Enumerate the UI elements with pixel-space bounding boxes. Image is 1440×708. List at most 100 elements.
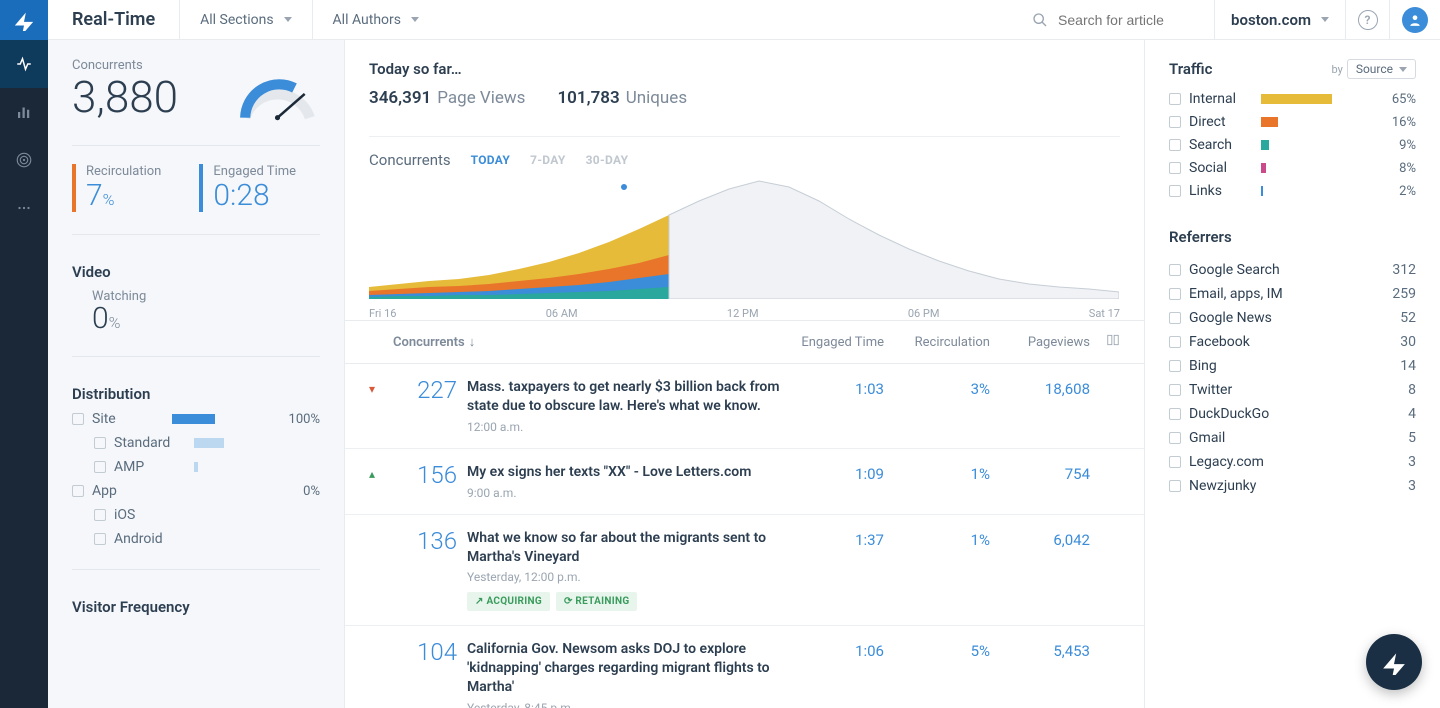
referrer-label: Email, apps, IM	[1189, 286, 1384, 302]
article-time: Yesterday, 12:00 p.m.	[467, 570, 780, 584]
traffic-pct: 65%	[1378, 92, 1416, 107]
checkbox[interactable]	[1169, 264, 1181, 276]
nav-analytics[interactable]	[0, 88, 48, 136]
article-tag: ⟳ RETAINING	[556, 592, 637, 611]
concurrents-value: 3,880	[72, 75, 178, 119]
col-pageviews[interactable]: Pageviews	[990, 335, 1090, 350]
nav-target[interactable]	[0, 136, 48, 184]
checkbox[interactable]	[94, 509, 106, 521]
traffic-pct: 2%	[1378, 184, 1416, 199]
chart-tab-today[interactable]: TODAY	[471, 153, 510, 167]
article-row[interactable]: 136 What we know so far about the migran…	[345, 515, 1144, 627]
nav-realtime[interactable]	[0, 40, 48, 88]
expand-icon[interactable]: ▴	[369, 463, 393, 481]
referrer-row: Gmail 5	[1169, 430, 1416, 446]
checkbox[interactable]	[94, 533, 106, 545]
checkbox[interactable]	[1169, 312, 1181, 324]
traffic-pct: 8%	[1378, 161, 1416, 176]
chevron-down-icon	[411, 17, 419, 22]
col-concurrents[interactable]: Concurrents↓	[393, 334, 467, 350]
referrer-label: Legacy.com	[1189, 454, 1400, 470]
expand-icon[interactable]: ▾	[369, 378, 393, 396]
checkbox[interactable]	[94, 437, 106, 449]
col-recirculation[interactable]: Recirculation	[884, 335, 990, 350]
distribution-label: App	[92, 483, 164, 499]
article-row[interactable]: 104 California Gov. Newsom asks DOJ to e…	[345, 626, 1144, 708]
chart-label: Concurrents	[369, 151, 451, 169]
chevron-down-icon	[1321, 17, 1329, 22]
logo[interactable]	[0, 0, 48, 40]
checkbox[interactable]	[1169, 480, 1181, 492]
chart-tab-30day[interactable]: 30-DAY	[586, 153, 629, 167]
checkbox[interactable]	[1169, 336, 1181, 348]
traffic-bar	[1261, 94, 1332, 104]
checkbox[interactable]	[1169, 384, 1181, 396]
chevron-down-icon	[1399, 67, 1407, 72]
traffic-source-select[interactable]: Source	[1347, 59, 1416, 79]
person-icon	[1408, 13, 1422, 27]
distribution-pct: 0%	[276, 484, 320, 499]
referrer-row: Bing 14	[1169, 358, 1416, 374]
nav-more[interactable]	[0, 184, 48, 232]
article-row[interactable]: ▾ 227 Mass. taxpayers to get nearly $3 b…	[345, 364, 1144, 449]
referrer-row: Newzjunky 3	[1169, 478, 1416, 494]
target-icon	[15, 151, 33, 169]
columns-icon	[1106, 333, 1120, 347]
article-concurrents: 136	[393, 529, 467, 553]
referrer-value: 8	[1408, 382, 1416, 398]
search-area[interactable]	[1032, 12, 1214, 28]
referrer-row: Facebook 30	[1169, 334, 1416, 350]
referrer-value: 14	[1400, 358, 1416, 374]
right-panel: Traffic by Source Internal 65% Direct 16…	[1144, 40, 1440, 708]
checkbox[interactable]	[1169, 432, 1181, 444]
checkbox[interactable]	[72, 413, 84, 425]
referrer-value: 52	[1400, 310, 1416, 326]
more-icon	[15, 199, 33, 217]
search-input[interactable]	[1058, 12, 1198, 28]
columns-toggle[interactable]	[1090, 333, 1120, 351]
authors-dropdown[interactable]: All Authors	[312, 0, 439, 40]
center-panel: Today so far… 346,391Page Views 101,783U…	[344, 40, 1144, 708]
org-dropdown[interactable]: boston.com	[1214, 0, 1346, 40]
distribution-row: AMP	[94, 459, 320, 475]
traffic-row: Social 8%	[1169, 160, 1416, 176]
traffic-row: Links 2%	[1169, 183, 1416, 199]
expand-icon[interactable]	[369, 640, 393, 644]
distribution-bar	[172, 414, 215, 424]
distribution-row: Site 100%	[72, 411, 320, 427]
traffic-label: Links	[1189, 183, 1253, 199]
article-pageviews: 18,608	[990, 378, 1090, 398]
checkbox[interactable]	[1169, 360, 1181, 372]
checkbox[interactable]	[1169, 185, 1181, 197]
today-title: Today so far…	[369, 60, 1120, 78]
chart-tab-7day[interactable]: 7-DAY	[530, 153, 566, 167]
chart-axis-label: Sat 17	[1089, 307, 1120, 320]
referrer-value: 30	[1400, 334, 1416, 350]
checkbox[interactable]	[1169, 93, 1181, 105]
traffic-label: Internal	[1189, 91, 1253, 107]
checkbox[interactable]	[1169, 162, 1181, 174]
distribution-label: Standard	[114, 435, 186, 451]
checkbox[interactable]	[72, 485, 84, 497]
page-views-value: 346,391	[369, 88, 431, 108]
checkbox[interactable]	[1169, 408, 1181, 420]
user-avatar[interactable]	[1402, 7, 1428, 33]
recirculation-value: 7%	[86, 179, 161, 212]
visitor-frequency-title: Visitor Frequency	[72, 598, 320, 616]
help-button[interactable]: ?	[1346, 0, 1390, 40]
traffic-bar	[1261, 163, 1266, 173]
referrer-row: Google News 52	[1169, 310, 1416, 326]
sections-dropdown[interactable]: All Sections	[179, 0, 311, 40]
article-title: What we know so far about the migrants s…	[467, 529, 780, 567]
checkbox[interactable]	[1169, 116, 1181, 128]
expand-icon[interactable]	[369, 529, 393, 533]
referrer-label: Newzjunky	[1189, 478, 1400, 494]
checkbox[interactable]	[1169, 456, 1181, 468]
fab-button[interactable]	[1366, 634, 1422, 690]
checkbox[interactable]	[1169, 139, 1181, 151]
traffic-pct: 9%	[1378, 138, 1416, 153]
checkbox[interactable]	[94, 461, 106, 473]
checkbox[interactable]	[1169, 288, 1181, 300]
col-engaged-time[interactable]: Engaged Time	[780, 335, 884, 350]
article-row[interactable]: ▴ 156 My ex signs her texts "XX" - Love …	[345, 449, 1144, 515]
